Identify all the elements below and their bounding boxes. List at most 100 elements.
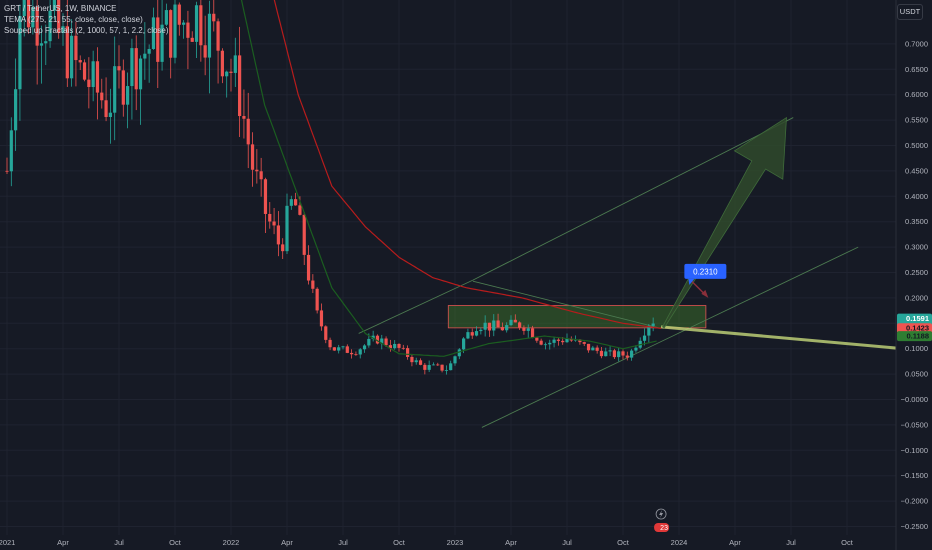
candle-down: [522, 327, 526, 331]
time-tick-label: 2022: [223, 538, 240, 547]
candle-down: [418, 360, 423, 365]
callout-label: 0.2310: [693, 267, 718, 276]
candle-up: [341, 346, 345, 348]
drawing-lines-layer: [358, 117, 904, 428]
candle-up: [138, 58, 143, 90]
candle-down: [134, 48, 138, 90]
tema-lines-layer: [240, 0, 662, 357]
candle-down: [397, 343, 401, 348]
candle-up: [479, 329, 483, 332]
lightning-glyph: [659, 510, 664, 518]
candle-down: [311, 280, 315, 289]
candle-down: [319, 310, 324, 327]
time-tick-label: Apr: [729, 538, 741, 547]
candle-up: [642, 335, 647, 341]
candle-down: [272, 221, 276, 226]
candle-down: [216, 21, 220, 51]
candle-down: [65, 26, 69, 79]
candle-down: [242, 116, 246, 119]
candle-down: [410, 356, 414, 363]
tema-slow-price-tag-bg: [897, 331, 932, 342]
candle-down: [82, 62, 87, 80]
candle-down: [117, 66, 121, 71]
candle-up: [543, 344, 548, 346]
price-tick-label: 0.4500: [905, 166, 928, 175]
candle-up: [52, 0, 56, 11]
candle-down: [561, 340, 565, 343]
candle-down: [423, 364, 427, 370]
candle-up: [462, 338, 466, 350]
price-tick-label: 0.6500: [905, 65, 928, 74]
candle-up: [608, 350, 612, 352]
candle-down: [156, 17, 160, 62]
price-tick-label: 0.1000: [905, 344, 928, 353]
candle-up: [91, 61, 95, 88]
candle-up: [444, 370, 448, 371]
legend-symbol[interactable]: GRT / TetherUS, 1W, BINANCE: [4, 4, 117, 13]
candle-down: [281, 244, 285, 252]
tema-fast-price-tag-bg: [897, 323, 932, 334]
candle-down: [582, 342, 586, 344]
candle-down: [104, 100, 108, 117]
chart-legend: GRT / TetherUS, 1W, BINANCE TEMA (275, 2…: [4, 3, 169, 36]
candle-up: [380, 338, 384, 344]
candle-up: [9, 130, 13, 172]
candle-down: [586, 343, 591, 351]
candle-up: [173, 4, 177, 58]
price-tick-label: 0.3500: [905, 217, 928, 226]
time-tick-label: Jul: [786, 538, 796, 547]
candle-down: [350, 352, 354, 355]
candle-down: [578, 339, 582, 343]
candle-up: [414, 360, 418, 363]
candle-down: [384, 338, 388, 346]
candle-down: [212, 13, 216, 22]
candle-down: [26, 0, 31, 28]
price-tick-label: 0.5000: [905, 141, 928, 150]
candle-up: [617, 351, 621, 358]
candle-down: [569, 338, 573, 341]
legend-fractals[interactable]: Souped up Fractals (2, 1000, 57, 1, 2.2,…: [4, 26, 169, 35]
candle-down: [539, 340, 543, 345]
candle-up: [44, 41, 48, 44]
candles-layer: [5, 0, 655, 375]
time-tick-label: Oct: [617, 538, 630, 547]
candle-down: [121, 70, 125, 105]
candle-up: [48, 10, 52, 42]
candle-up: [113, 66, 117, 113]
chart-grid: [0, 0, 896, 535]
time-tick-label: Oct: [169, 538, 182, 547]
trendline: [481, 246, 859, 428]
price-tick-label: −0.1000: [901, 446, 928, 455]
time-tick-label: Oct: [393, 538, 406, 547]
candle-down: [78, 60, 82, 63]
candle-up: [505, 325, 509, 331]
time-tick-label: Apr: [505, 538, 517, 547]
candle-down: [487, 322, 492, 331]
candle-down: [302, 214, 306, 255]
time-tick-label: Jul: [562, 538, 572, 547]
callout-arrowhead: [701, 289, 709, 298]
lightning-icon: [655, 508, 667, 520]
projection-arrow: [661, 116, 787, 329]
candle-down: [199, 5, 203, 46]
legend-tema[interactable]: TEMA (275, 21, 55, close, close, close): [4, 15, 143, 24]
candle-up: [147, 49, 151, 54]
candle-up: [509, 319, 513, 326]
price-tick-label: 0.2000: [905, 293, 928, 302]
candle-down: [268, 213, 272, 222]
candle-down: [190, 37, 194, 42]
candle-down: [315, 288, 319, 311]
current-price-tag-text: 0.1591: [906, 314, 929, 323]
candle-up: [126, 86, 130, 105]
candle-up: [647, 325, 651, 336]
tema-fast-line: [240, 0, 657, 357]
currency-button[interactable]: USDT: [897, 4, 923, 20]
price-tick-label: −0.2000: [901, 497, 928, 506]
candle-up: [143, 53, 147, 59]
candle-down: [328, 339, 332, 348]
candle-down: [625, 355, 629, 358]
price-tick-label: 0.2500: [905, 268, 928, 277]
